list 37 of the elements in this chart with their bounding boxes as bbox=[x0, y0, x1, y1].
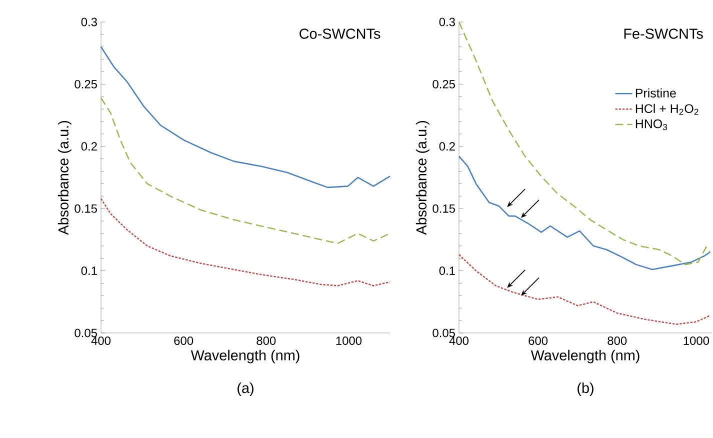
x-tick-label: 600 bbox=[528, 336, 548, 345]
y-tick-label: 0.05 bbox=[74, 328, 97, 338]
line-series bbox=[100, 198, 391, 286]
x-tick-label: 1000 bbox=[684, 336, 710, 345]
x-tick-label: 800 bbox=[256, 336, 276, 345]
x-tick-label: 800 bbox=[608, 336, 627, 345]
x-axis-title: Wavelength (nm) bbox=[190, 350, 300, 364]
y-tick-label: 0.3 bbox=[439, 18, 455, 26]
line-series bbox=[458, 254, 711, 325]
line-series bbox=[100, 46, 391, 188]
chart-title: Fe-SWCNTs bbox=[624, 28, 703, 39]
y-tick-label: 0.1 bbox=[439, 266, 455, 276]
x-tick-label: 1000 bbox=[336, 336, 362, 345]
y-tick-label: 0.2 bbox=[81, 142, 97, 151]
x-axis-title: Wavelength (nm) bbox=[530, 350, 640, 364]
y-tick-label: 0.3 bbox=[81, 18, 97, 26]
y-tick-label: 0.25 bbox=[74, 80, 97, 88]
chart-title: Co-SWCNTs bbox=[300, 28, 380, 39]
line-series bbox=[458, 21, 711, 266]
legend-label: HCl + H$_{2}$O$_{2}$ bbox=[636, 104, 698, 115]
x-tick-label: 400 bbox=[449, 336, 469, 345]
legend-label: Pristine bbox=[636, 88, 676, 98]
y-tick-label: 0.1 bbox=[81, 266, 97, 276]
line-series bbox=[100, 97, 391, 244]
y-axis-title: Absorbance (a.u.) bbox=[58, 120, 72, 235]
y-axis-title: Absorbance (a.u.) bbox=[416, 120, 430, 235]
x-tick-label: 600 bbox=[174, 336, 194, 345]
text: (b) bbox=[578, 382, 594, 396]
text: (a) bbox=[238, 382, 254, 396]
y-tick-label: 0.25 bbox=[432, 80, 455, 88]
y-tick-label: 0.15 bbox=[74, 204, 97, 213]
x-tick-label: 400 bbox=[91, 336, 111, 345]
y-tick-label: 0.15 bbox=[432, 204, 455, 213]
legend-label: HNO$_{3}$ bbox=[636, 119, 668, 130]
line-series bbox=[458, 156, 711, 270]
y-tick-label: 0.2 bbox=[439, 142, 455, 151]
y-tick-label: 0.05 bbox=[432, 328, 455, 338]
